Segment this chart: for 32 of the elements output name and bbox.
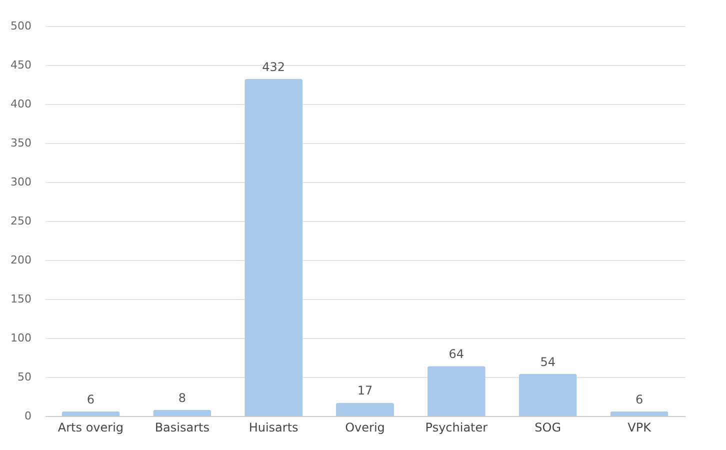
data-label: 6 — [635, 392, 644, 406]
y-tick-label: 350 — [10, 136, 32, 150]
bar — [62, 411, 120, 416]
y-tick-label: 450 — [10, 58, 32, 72]
y-tick-label: 500 — [10, 20, 32, 32]
y-tick-label: 200 — [10, 254, 32, 266]
y-tick-label: 50 — [18, 370, 32, 384]
x-tick-label: Basisarts — [154, 420, 210, 434]
x-tick-label: Overig — [345, 420, 385, 434]
data-label: 8 — [178, 390, 186, 405]
x-tick-label: Psychiater — [425, 420, 488, 434]
x-tick-label: VPK — [628, 420, 652, 434]
x-tick-label: Arts overig — [58, 420, 124, 434]
y-tick-label: 400 — [10, 98, 32, 110]
data-label: 432 — [262, 60, 286, 74]
x-tick-label: Huisarts — [248, 420, 298, 434]
data-label: 6 — [86, 392, 95, 406]
bar — [244, 79, 303, 416]
bar — [427, 366, 486, 416]
y-tick-label: 300 — [10, 176, 32, 188]
y-tick-label: 0 — [24, 410, 32, 422]
y-tick-label: 250 — [10, 214, 32, 228]
data-label: 54 — [540, 354, 556, 369]
y-tick-label: 100 — [10, 332, 32, 344]
data-label: 17 — [357, 384, 373, 398]
bar — [153, 410, 212, 416]
y-tick-label: 150 — [10, 292, 32, 306]
bar — [518, 374, 577, 416]
x-tick-label: SOG — [534, 420, 562, 434]
data-label: 64 — [448, 347, 464, 362]
bar — [336, 402, 394, 416]
bar — [610, 411, 668, 416]
